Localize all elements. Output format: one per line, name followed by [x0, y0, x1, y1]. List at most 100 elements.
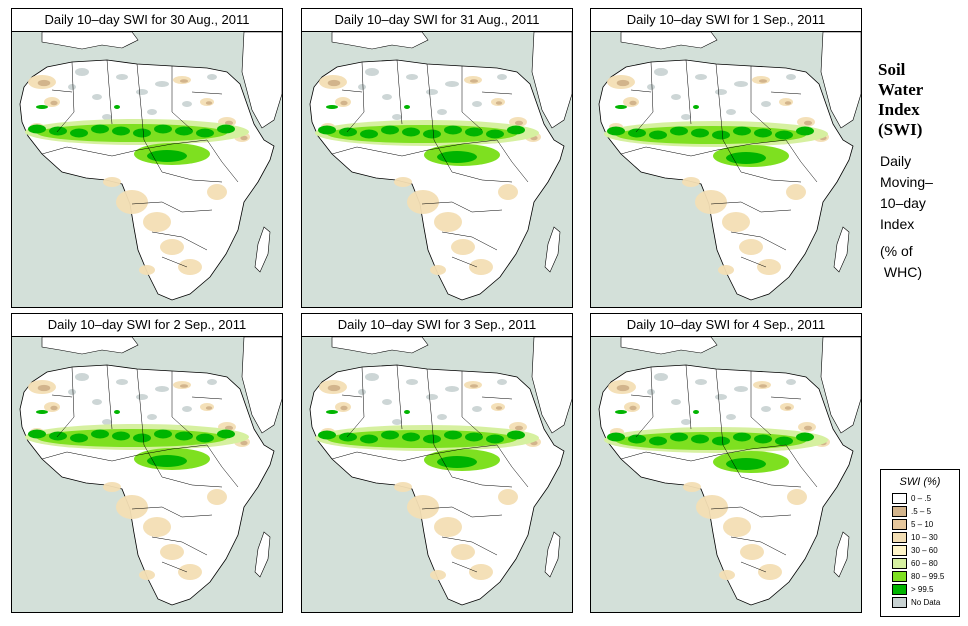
no-data-region — [406, 379, 418, 385]
very-dry-soil-region — [179, 79, 189, 83]
dry-soil-region — [451, 239, 475, 255]
africa-landmass — [309, 364, 565, 606]
europe-landmass — [41, 337, 139, 355]
saturated-region — [196, 128, 214, 138]
dry-soil-region — [407, 495, 439, 519]
saturated-region — [339, 432, 357, 442]
no-data-region — [68, 84, 76, 90]
no-data-region — [182, 406, 192, 412]
saturated-region — [649, 436, 667, 446]
country-border — [346, 61, 365, 133]
panel-title: Daily 10–day SWI for 4 Sep., 2011 — [590, 313, 862, 337]
country-border — [111, 444, 208, 462]
legend-item: No Data — [892, 596, 959, 609]
saturated-region — [486, 129, 504, 139]
country-border — [51, 89, 73, 93]
country-border — [685, 59, 692, 125]
madagascar-landmass — [544, 531, 561, 578]
legend-swatch — [892, 532, 907, 543]
side-title-line: Soil — [878, 60, 906, 79]
dry-soil-region — [787, 489, 807, 505]
legend-swatch — [892, 571, 907, 582]
no-data-region — [382, 94, 392, 100]
africa-map-svg — [309, 32, 572, 301]
saturated-region — [112, 431, 130, 441]
dry-soil-region — [786, 184, 806, 200]
country-border — [171, 371, 193, 436]
saturated-region — [147, 150, 187, 162]
europe-landmass — [41, 32, 139, 50]
saturated-region — [402, 127, 420, 137]
europe-landmass — [620, 337, 718, 355]
side-subtitle: Daily Moving– 10–day Index — [880, 151, 966, 235]
africa-map-svg — [19, 32, 282, 301]
no-data-region — [75, 68, 89, 76]
no-data-region — [207, 74, 217, 80]
country-border — [401, 444, 498, 462]
very-dry-soil-region — [495, 406, 503, 410]
swi-map — [590, 31, 862, 308]
saturated-region — [754, 128, 772, 138]
country-border — [433, 444, 513, 488]
dry-soil-region — [394, 482, 412, 492]
saturated-region — [175, 126, 193, 136]
legend-swatch — [892, 558, 907, 569]
saturated-region — [154, 429, 172, 439]
saturated-region — [796, 432, 814, 442]
very-dry-soil-region — [514, 425, 524, 431]
saturated-region — [507, 430, 525, 440]
country-border — [710, 506, 792, 518]
no-data-region — [116, 74, 128, 80]
legend-item: 0 – .5 — [892, 492, 959, 505]
dry-soil-region — [207, 489, 227, 505]
country-border — [496, 444, 529, 488]
country-border — [346, 366, 365, 438]
very-dry-soil-region — [50, 100, 58, 106]
saturated-region — [670, 432, 688, 442]
saturated-region — [423, 434, 441, 444]
africa-landmass — [19, 59, 275, 301]
saturated-region — [693, 105, 699, 109]
country-border — [715, 368, 724, 446]
dry-soil-region — [207, 184, 227, 200]
saturated-region — [775, 130, 793, 140]
country-border — [635, 366, 654, 438]
dry-soil-region — [469, 259, 493, 275]
saturated-region — [381, 125, 399, 135]
country-border — [143, 444, 223, 488]
no-data-region — [647, 84, 655, 90]
country-border — [136, 63, 145, 141]
dry-soil-region — [469, 564, 493, 580]
country-border — [630, 394, 652, 398]
country-border — [690, 139, 787, 157]
no-data-region — [445, 81, 459, 87]
saturated-region — [796, 126, 814, 136]
side-title: Soil Water Index (SWI) — [878, 60, 966, 140]
legend-item: 5 – 10 — [892, 518, 959, 531]
dry-soil-region — [116, 190, 148, 214]
no-data-region — [182, 101, 192, 107]
swi-map — [11, 336, 283, 613]
very-dry-soil-region — [758, 79, 768, 83]
no-data-region — [147, 109, 157, 115]
legend-item: 80 – 99.5 — [892, 570, 959, 583]
country-border — [396, 364, 403, 430]
africa-map-svg — [309, 337, 572, 606]
dry-soil-region — [434, 517, 462, 537]
dry-soil-region — [695, 190, 727, 214]
saturated-region — [318, 125, 336, 135]
country-border — [341, 394, 363, 398]
very-dry-soil-region — [784, 101, 792, 105]
saturated-region — [217, 429, 235, 439]
saturated-region — [423, 129, 441, 139]
country-border — [630, 89, 652, 93]
country-border — [331, 146, 403, 157]
country-border — [441, 536, 498, 556]
country-border — [635, 61, 654, 133]
saturated-region — [28, 124, 46, 134]
saturated-region — [726, 458, 766, 470]
country-border — [421, 201, 503, 213]
no-data-region — [681, 114, 691, 120]
madagascar-landmass — [254, 531, 271, 578]
saturated-region — [154, 124, 172, 134]
